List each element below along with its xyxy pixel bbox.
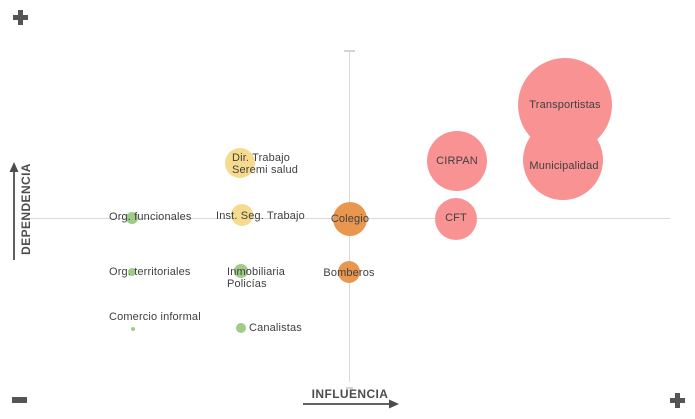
x-axis-arrow-icon — [303, 399, 399, 409]
bomberos-label: Bomberos — [323, 267, 375, 279]
municipalidad-label: Municipalidad — [529, 160, 599, 172]
transportistas-label: Transportistas — [529, 99, 601, 111]
colegio-label: Colegio — [330, 213, 370, 225]
canalistas-label: Canalistas — [249, 322, 302, 334]
dir-trabajo-seremi-salud-label: Dir. Trabajo Seremi salud — [232, 152, 298, 176]
y-axis-bottom-tick — [346, 387, 353, 389]
plus-icon-influencia-high — [670, 393, 685, 408]
bubble-colegio — [333, 202, 367, 236]
bubble-dir-trabajo-seremi-salud — [225, 148, 255, 178]
bubble-comercio-informal — [131, 327, 135, 331]
x-axis-label: INFLUENCIA — [311, 387, 389, 401]
cirpan-label: CIRPAN — [436, 155, 478, 167]
bubble-municipalidad — [523, 120, 603, 200]
y-axis-top-tick — [344, 50, 355, 52]
org-territoriales-label: Org. territoriales — [109, 266, 191, 278]
bubble-org-funcionales — [126, 212, 138, 224]
y-axis-label: DEPENDENCIA — [19, 163, 33, 255]
y-axis-arrow-icon — [9, 162, 19, 260]
inmobiliaria-policias-label: Inmobiliaria Policías — [227, 266, 286, 290]
minus-icon-dependencia-low — [12, 397, 27, 403]
bubble-cirpan — [427, 131, 487, 191]
bubble-canalistas — [236, 323, 246, 333]
cft-label: CFT — [445, 212, 467, 224]
inst-seg-trabajo-label: Inst. Seg. Trabajo — [216, 210, 305, 222]
org-funcionales-label: Org. funcionales — [109, 211, 192, 223]
bubble-cft — [435, 198, 477, 240]
bubble-inst-seg-trabajo — [231, 204, 253, 226]
plus-icon-dependencia-high — [13, 10, 28, 25]
bubble-bomberos — [338, 261, 360, 283]
bubble-org-territoriales — [128, 268, 136, 276]
comercio-informal-label: Comercio informal — [109, 311, 201, 323]
bubble-inmobiliaria-policias — [234, 264, 248, 278]
